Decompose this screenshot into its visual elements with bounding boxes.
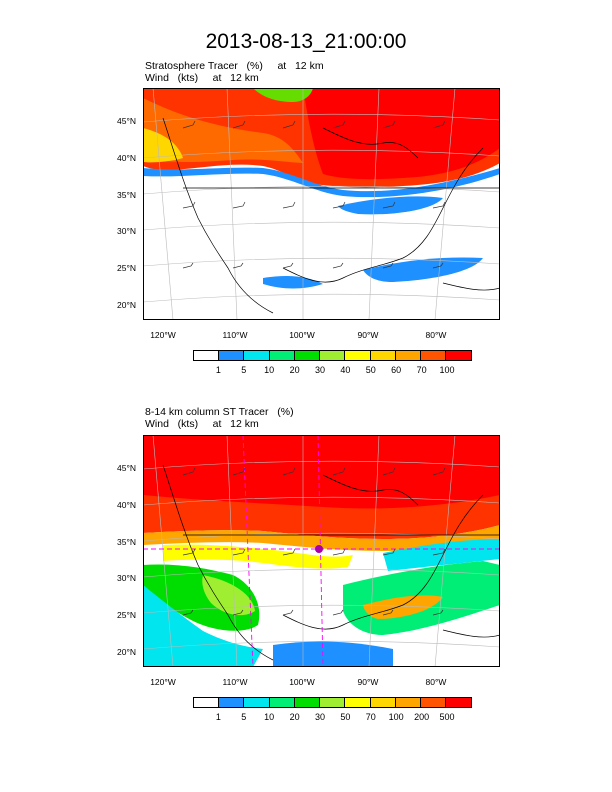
lon-label: 120°W (150, 677, 176, 687)
colorbar-swatch (294, 698, 321, 707)
colorbar-label: 10 (264, 712, 275, 722)
colorbar-swatch (345, 698, 371, 707)
tracer-field-yellow (143, 128, 183, 163)
lat-label: 40°N (117, 500, 136, 510)
lon-label: 120°W (150, 330, 176, 340)
colorbar-swatch (194, 351, 220, 360)
lon-label: 90°W (357, 677, 379, 687)
colorbar-label: 30 (314, 712, 325, 722)
lat-label: 45°N (117, 116, 136, 126)
tracer-band-1 (338, 196, 443, 215)
coastline (162, 117, 500, 314)
lon-label: 110°W (222, 330, 248, 340)
panel-1-title-line1: Stratosphere Tracer (%) at 12 km (145, 60, 324, 72)
colorbar-swatch (244, 351, 270, 360)
colorbar-swatch (395, 351, 421, 360)
lat-label: 45°N (117, 463, 136, 473)
panel-1-colorbar (193, 350, 473, 361)
lat-label: 20°N (117, 647, 136, 657)
colorbar-label: 70 (365, 712, 376, 722)
colorbar-label: 100 (439, 365, 455, 375)
panel-2-colorbar (193, 697, 473, 708)
colorbar-label: 60 (391, 365, 402, 375)
colorbar-swatch (294, 351, 321, 360)
colorbar-label: 100 (388, 712, 404, 722)
column-tracer-cyan-east (383, 539, 500, 571)
colorbar-label: 40 (340, 365, 351, 375)
colorbar-label: 10 (264, 365, 275, 375)
station-marker (315, 545, 323, 553)
lon-label: 100°W (289, 677, 315, 687)
figure-title: 2013-08-13_21:00:00 (205, 30, 407, 53)
lat-label: 25°N (117, 263, 136, 273)
colorbar-swatch (446, 698, 472, 707)
colorbar-swatch (420, 351, 447, 360)
wind-barbs (182, 120, 446, 269)
colorbar-label: 70 (416, 365, 427, 375)
panel-2-title: 8-14 km column ST Tracer (%) Wind (kts) … (145, 406, 294, 430)
wind-barbs (182, 467, 446, 616)
colorbar-swatch (446, 351, 472, 360)
colorbar-swatch (194, 698, 220, 707)
colorbar-label: 500 (439, 712, 455, 722)
column-tracer-green-west (143, 564, 260, 631)
column-tracer-lime (202, 575, 255, 616)
colorbar-label: 5 (241, 365, 247, 375)
colorbar-label: 5 (241, 712, 247, 722)
colorbar-label: 20 (289, 365, 300, 375)
panel-2-title-line1: 8-14 km column ST Tracer (%) (145, 406, 294, 418)
lon-label: 80°W (425, 330, 447, 340)
column-tracer-orange-band (143, 525, 500, 551)
panel-1-title-line2: Wind (kts) at 12 km (145, 72, 259, 84)
colorbar-swatch (395, 698, 421, 707)
lon-label: 110°W (222, 677, 248, 687)
colorbar-label: 30 (314, 365, 325, 375)
colorbar-swatch (219, 351, 245, 360)
colorbar-swatch (320, 351, 346, 360)
coastline (162, 464, 500, 661)
colorbar-swatch (370, 698, 396, 707)
panel-1-map (143, 88, 500, 320)
panel-1-title: Stratosphere Tracer (%) at 12 km Wind (k… (145, 60, 324, 84)
panel-2-title-line2: Wind (kts) at 12 km (145, 418, 259, 430)
tracer-field-fringe (143, 167, 500, 198)
lat-label: 30°N (117, 573, 136, 583)
column-tracer-core (143, 435, 500, 509)
lat-label: 35°N (117, 190, 136, 200)
colorbar-label: 50 (340, 712, 351, 722)
colorbar-swatch (269, 351, 295, 360)
lat-label: 20°N (117, 300, 136, 310)
panel-2-map (143, 435, 500, 667)
colorbar-swatch (219, 698, 245, 707)
colorbar-swatch (370, 351, 396, 360)
colorbar-swatch (320, 698, 346, 707)
column-tracer-orange-east (363, 595, 443, 619)
colorbar-label: 1 (215, 365, 221, 375)
lat-label: 40°N (117, 153, 136, 163)
colorbar-swatch (244, 698, 270, 707)
graticule (143, 435, 500, 667)
lon-label: 90°W (357, 330, 379, 340)
colorbar-label: 20 (289, 712, 300, 722)
lat-label: 30°N (117, 226, 136, 236)
colorbar-swatch (420, 698, 447, 707)
lon-label: 100°W (289, 330, 315, 340)
colorbar-swatch (345, 351, 371, 360)
colorbar-label: 1 (215, 712, 221, 722)
colorbar-label: 50 (365, 365, 376, 375)
tracer-field-orange (143, 98, 303, 163)
colorbar-label: 200 (414, 712, 430, 722)
lat-label: 35°N (117, 537, 136, 547)
tracer-field-green-top (253, 88, 313, 102)
column-tracer-yellow-band (163, 544, 353, 569)
tracer-field-core (303, 88, 500, 180)
lat-label: 25°N (117, 610, 136, 620)
colorbar-swatch (269, 698, 295, 707)
lon-label: 80°W (425, 677, 447, 687)
